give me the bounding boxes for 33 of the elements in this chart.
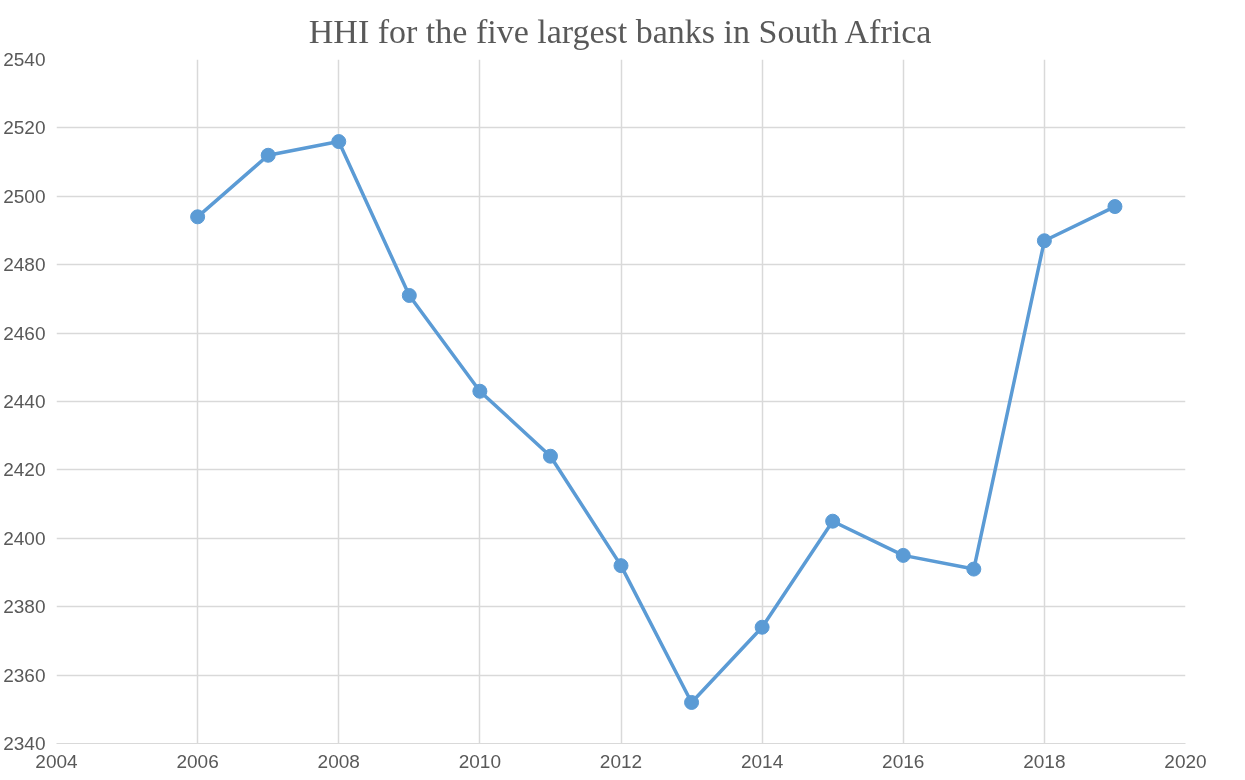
point [1036, 233, 1052, 249]
y-tick-label: 2380 [3, 596, 46, 618]
y-tick-label: 2360 [3, 664, 46, 686]
x-tick-label: 2008 [317, 750, 360, 772]
chart-title: HHI for the five largest banks in South Africa [308, 12, 932, 50]
point [472, 383, 488, 399]
x-tick-label: 2012 [599, 750, 643, 772]
x-tick-label: 2020 [1164, 750, 1207, 772]
point [190, 209, 206, 225]
point [260, 147, 276, 163]
x-tick-label: 2016 [882, 750, 925, 772]
y-tick-label: 2520 [3, 117, 46, 139]
point [684, 694, 700, 710]
y-tick-label: 2400 [3, 527, 46, 549]
point [542, 448, 558, 464]
point [401, 287, 417, 303]
y-tick-label: 2460 [3, 322, 46, 344]
point [613, 558, 629, 574]
point [1107, 199, 1123, 215]
y-tick-label: 2440 [3, 391, 46, 412]
point [331, 134, 347, 150]
x-tick-label: 2010 [458, 750, 502, 772]
x-tick-label: 2006 [176, 750, 219, 772]
point [895, 547, 911, 563]
y-tick-label: 2420 [3, 459, 46, 481]
y-tick-label: 2500 [3, 185, 46, 207]
y-tick-label: 2540 [3, 49, 46, 70]
point [825, 513, 841, 529]
x-tick-label: 2014 [740, 750, 784, 772]
y-tick-label: 2480 [3, 254, 46, 276]
point [966, 561, 982, 577]
x-tick-label: 2018 [1023, 750, 1066, 772]
point [754, 619, 770, 635]
